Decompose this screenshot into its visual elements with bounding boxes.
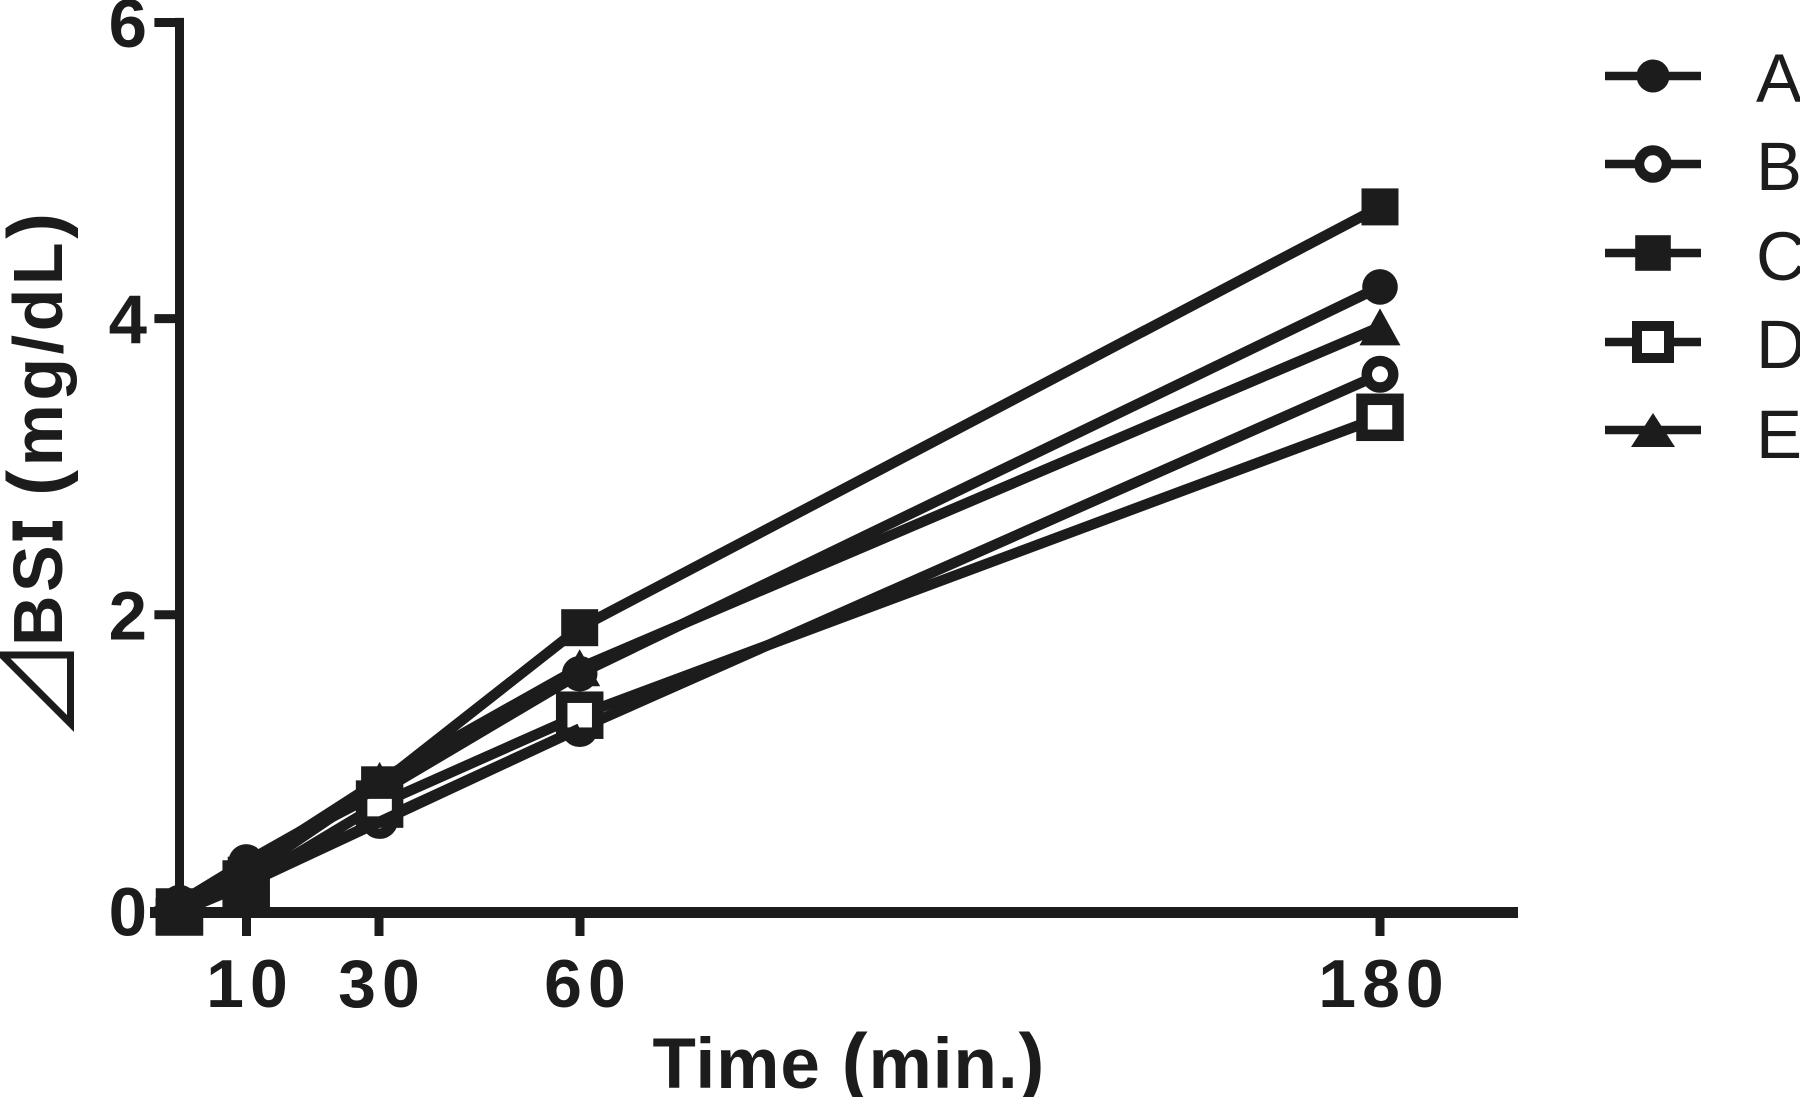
svg-text:A: A <box>1756 40 1800 117</box>
svg-text:D: D <box>1756 306 1800 383</box>
svg-text:6: 6 <box>109 0 147 62</box>
svg-text:E: E <box>1756 396 1800 473</box>
svg-text:BSI (mg/dL): BSI (mg/dL) <box>0 209 79 646</box>
svg-text:180: 180 <box>1318 946 1449 1022</box>
svg-text:2: 2 <box>109 578 147 655</box>
svg-text:0: 0 <box>109 873 147 950</box>
svg-text:B: B <box>1756 128 1800 205</box>
svg-text:C: C <box>1756 218 1800 295</box>
svg-text:10: 10 <box>206 946 294 1022</box>
svg-text:Time (min.): Time (min.) <box>652 1017 1045 1097</box>
svg-text:4: 4 <box>109 281 147 358</box>
svg-text:60: 60 <box>544 946 632 1022</box>
svg-text:30: 30 <box>338 946 426 1022</box>
